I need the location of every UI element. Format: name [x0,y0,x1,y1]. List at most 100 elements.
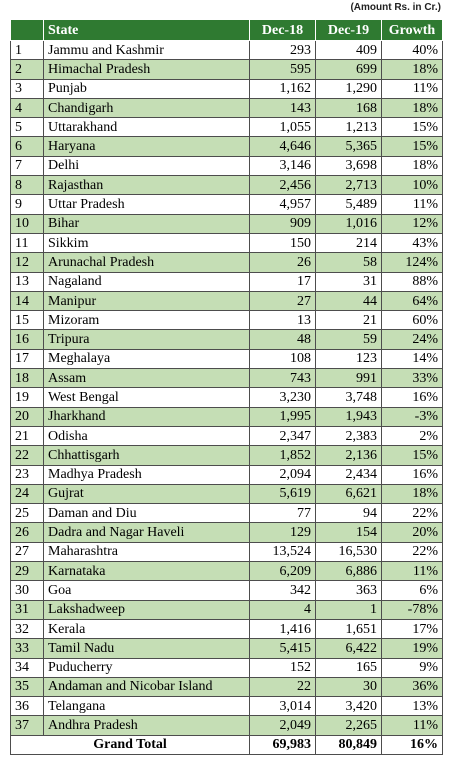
dec19-value: 168 [315,97,382,119]
growth-value: 19% [381,638,443,659]
row-number: 29 [10,561,44,582]
growth-value: 64% [381,290,443,312]
state-name: Andaman and Nicobar Island [43,676,250,698]
row-number: 14 [10,290,44,312]
state-name: Nagaland [43,271,250,292]
state-name: Assam [43,368,250,389]
growth-value: 17% [381,618,443,640]
growth-value: 10% [381,175,443,196]
header-dec18: Dec-18 [249,19,316,41]
growth-value: 15% [381,136,443,157]
dec19-value: 2,383 [315,425,382,447]
table-row: 7 Delhi 3,146 3,698 18% [10,155,443,177]
growth-value: 14% [381,348,443,370]
row-number: 3 [10,78,44,99]
row-number: 34 [10,657,44,678]
state-name: Meghalaya [43,348,250,370]
table-row: 37 Andhra Pradesh 2,049 2,265 11% [10,715,443,736]
dec19-value: 2,136 [315,445,382,466]
state-name: Uttarakhand [43,117,250,138]
table-row: 31 Lakshadweep 4 1 -78% [10,599,443,620]
table-row: 23 Madhya Pradesh 2,094 2,434 16% [10,464,443,485]
dec18-value: 108 [249,348,316,370]
growth-value: 22% [381,503,443,524]
row-number: 18 [10,368,44,389]
dec19-value: 409 [315,39,382,61]
state-name: Arunachal Pradesh [43,252,250,273]
dec19-value: 5,365 [315,136,382,157]
row-number: 1 [10,39,44,61]
row-number: 23 [10,464,44,485]
dec18-value: 2,049 [249,715,316,736]
dec19-value: 6,621 [315,483,382,505]
dec18-value: 5,619 [249,483,316,505]
growth-value: 43% [381,232,443,254]
growth-value: 124% [381,252,443,273]
table-row: 26 Dadra and Nagar Haveli 129 154 20% [10,522,443,543]
dec18-value: 3,014 [249,696,316,717]
table-row: 33 Tamil Nadu 5,415 6,422 19% [10,638,443,659]
dec18-value: 3,146 [249,155,316,177]
dec18-value: 5,415 [249,638,316,659]
dec18-value: 1,055 [249,117,316,138]
dec19-value: 363 [315,580,382,601]
dec18-value: 4,646 [249,136,316,157]
growth-value: 24% [381,329,443,350]
state-name: Haryana [43,136,250,157]
dec18-value: 1,162 [249,78,316,99]
growth-value: 11% [381,561,443,582]
table-row: 21 Odisha 2,347 2,383 2% [10,425,443,447]
growth-value: 6% [381,580,443,601]
dec18-value: 3,230 [249,387,316,408]
row-number: 16 [10,329,44,350]
growth-value: 15% [381,117,443,138]
state-name: Uttar Pradesh [43,194,250,215]
row-number: 2 [10,59,44,80]
header-growth: Growth [381,19,443,41]
state-name: Maharashtra [43,541,250,563]
table-row: 34 Puducherry 152 165 9% [10,657,443,678]
row-number: 30 [10,580,44,601]
dec19-value: 59 [315,329,382,350]
growth-value: 33% [381,368,443,389]
row-number: 15 [10,310,44,331]
row-number: 12 [10,252,44,273]
dec19-value: 3,698 [315,155,382,177]
row-number: 27 [10,541,44,563]
table-body: 1 Jammu and Kashmir 293 409 40% 2 Himachal Pra… [10,39,443,736]
state-name: Tripura [43,329,250,350]
growth-value: 18% [381,155,443,177]
table-row: 18 Assam 743 991 33% [10,368,443,389]
table-row: 30 Goa 342 363 6% [10,580,443,601]
state-name: Karnataka [43,561,250,582]
state-name: Chandigarh [43,97,250,119]
state-name: Gujrat [43,483,250,505]
dec18-value: 77 [249,503,316,524]
dec19-value: 123 [315,348,382,370]
dec18-value: 2,456 [249,175,316,196]
state-name: Himachal Pradesh [43,59,250,80]
dec19-value: 44 [315,290,382,312]
table-row: 20 Jharkhand 1,995 1,943 -3% [10,406,443,427]
dec19-value: 21 [315,310,382,331]
row-number: 25 [10,503,44,524]
dec18-value: 22 [249,676,316,698]
table-row: 36 Telangana 3,014 3,420 13% [10,696,443,717]
row-number: 11 [10,232,44,254]
dec18-value: 1,852 [249,445,316,466]
table-row: 27 Maharashtra 13,524 16,530 22% [10,541,443,563]
growth-value: 18% [381,483,443,505]
row-number: 35 [10,676,44,698]
state-name: Jammu and Kashmir [43,39,250,61]
dec18-value: 26 [249,252,316,273]
dec18-value: 1,995 [249,406,316,427]
table-row: 15 Mizoram 13 21 60% [10,310,443,331]
table-row: 10 Bihar 909 1,016 12% [10,213,443,234]
dec18-value: 4,957 [249,194,316,215]
dec19-value: 1,016 [315,213,382,234]
row-number: 19 [10,387,44,408]
growth-value: 16% [381,387,443,408]
dec18-value: 2,347 [249,425,316,447]
state-name: Rajasthan [43,175,250,196]
row-number: 33 [10,638,44,659]
